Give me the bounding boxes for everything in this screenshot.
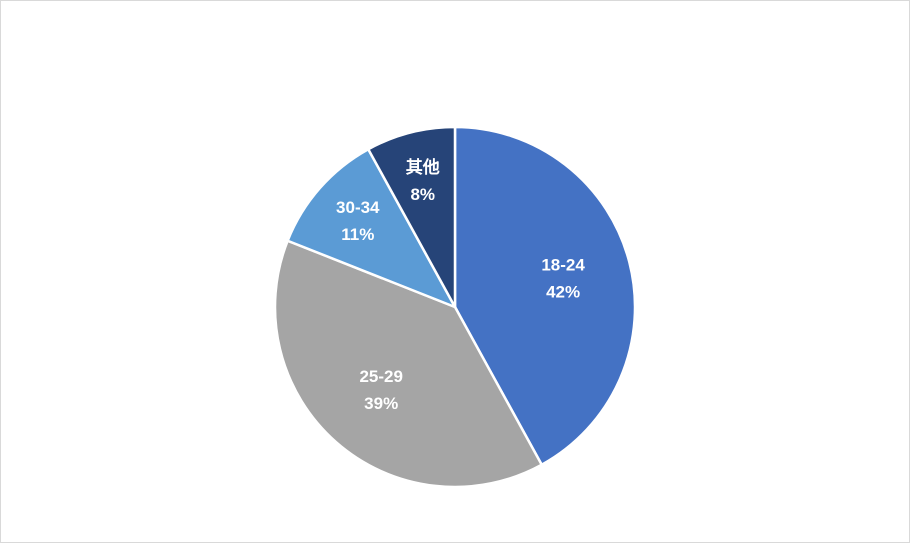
slice-value-label: 42% bbox=[546, 283, 580, 302]
slice-value-label: 8% bbox=[410, 185, 435, 204]
slice-value-label: 11% bbox=[341, 225, 374, 244]
slice-value-label: 39% bbox=[364, 394, 398, 413]
pie-slice bbox=[366, 125, 457, 308]
slice-category-label: 其他 bbox=[406, 157, 440, 177]
slice-category-label: 18-24 bbox=[541, 256, 585, 275]
slice-category-label: 25-29 bbox=[359, 367, 402, 386]
slice-category-label: 30-34 bbox=[336, 198, 380, 217]
pie-slice bbox=[286, 147, 458, 310]
pie-slice bbox=[273, 239, 544, 489]
pie-slice bbox=[453, 125, 637, 467]
